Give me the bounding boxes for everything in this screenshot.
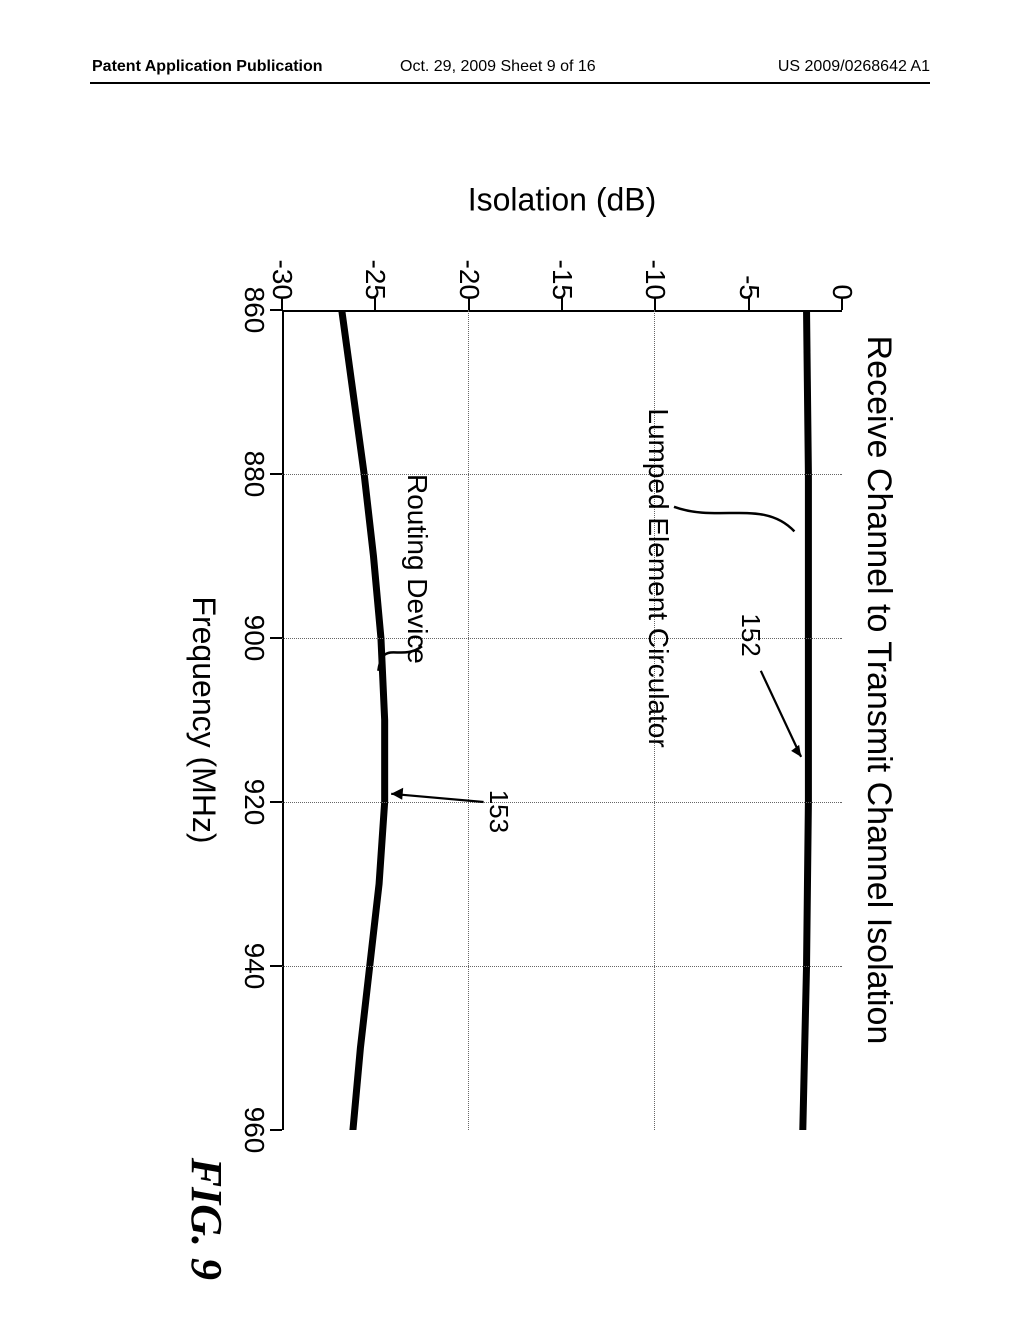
y-tick-label: -30 — [266, 240, 298, 300]
chart-container: Receive Channel to Transmit Channel Isol… — [132, 140, 892, 1240]
x-tick-mark — [270, 801, 282, 803]
x-tick-label: 860 — [238, 287, 270, 334]
y-tick-label: -20 — [453, 240, 485, 300]
chart-title: Receive Channel to Transmit Channel Isol… — [859, 140, 898, 1240]
header-right: US 2009/0268642 A1 — [778, 58, 930, 76]
x-axis-label: Frequency (MHz) — [185, 310, 222, 1130]
figure-label: FIG. 9 — [181, 1158, 232, 1280]
x-tick-mark — [270, 965, 282, 967]
x-tick-label: 920 — [238, 779, 270, 826]
x-tick-label: 940 — [238, 943, 270, 990]
y-tick-mark — [468, 298, 470, 310]
x-tick-mark — [270, 473, 282, 475]
header-center: Oct. 29, 2009 Sheet 9 of 16 — [400, 58, 596, 76]
x-tick-mark — [270, 637, 282, 639]
x-tick-mark — [270, 309, 282, 311]
y-tick-mark — [748, 298, 750, 310]
x-tick-label: 960 — [238, 1107, 270, 1154]
header-rule — [90, 82, 930, 84]
y-tick-mark — [654, 298, 656, 310]
y-tick-mark — [561, 298, 563, 310]
page-header: Patent Application Publication Oct. 29, … — [0, 58, 1024, 86]
plot-area: 0-5-10-15-20-25-30860880900920940960Lump… — [282, 310, 842, 1130]
y-tick-mark — [841, 298, 843, 310]
x-tick-mark — [270, 1129, 282, 1131]
x-tick-label: 900 — [238, 615, 270, 662]
y-axis-label: Isolation (dB) — [468, 182, 657, 219]
y-tick-label: -25 — [359, 240, 391, 300]
y-tick-label: 0 — [826, 240, 858, 300]
y-tick-label: -15 — [546, 240, 578, 300]
x-tick-label: 880 — [238, 451, 270, 498]
y-tick-label: -5 — [733, 240, 765, 300]
y-tick-mark — [374, 298, 376, 310]
y-tick-label: -10 — [639, 240, 671, 300]
header-left: Patent Application Publication — [92, 58, 323, 76]
leader-line — [282, 310, 842, 1130]
